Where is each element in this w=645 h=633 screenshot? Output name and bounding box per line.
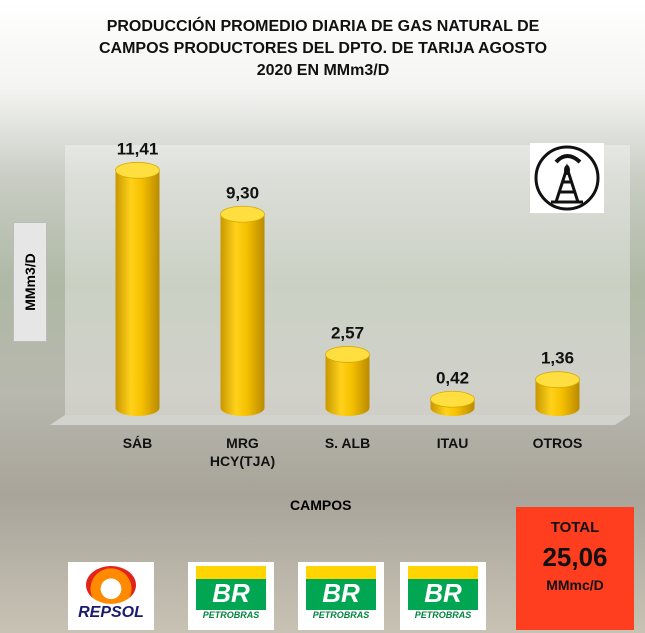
bar-cap — [115, 161, 160, 179]
total-label: TOTAL — [550, 519, 600, 536]
total-value: 25,06 — [542, 542, 608, 572]
logo-text: REPSOL — [78, 604, 144, 621]
bar-cap — [220, 205, 265, 223]
logo-mark: BR — [408, 566, 478, 610]
bar — [430, 390, 475, 416]
x-axis-label: CAMPOS — [290, 497, 352, 513]
x-tick-label: ITAU — [436, 435, 469, 451]
logo-text: PETROBRAS — [202, 610, 260, 620]
bar-body — [220, 214, 265, 416]
bar-body — [535, 379, 580, 416]
petrobras-logo: BR PETROBRAS — [298, 562, 384, 630]
x-tick-label: S. ALB — [324, 435, 371, 451]
value-label: 2,57 — [331, 323, 364, 342]
bar-body — [325, 354, 370, 416]
bar-cap — [325, 346, 370, 363]
bar-cap — [535, 371, 580, 389]
bar-body — [115, 170, 160, 416]
logo-mark: BR — [196, 566, 266, 610]
bar — [325, 346, 370, 416]
petrobras-logo: BR PETROBRAS — [400, 562, 486, 630]
y-axis-label: MMm3/D — [22, 253, 38, 311]
bar-cap — [430, 390, 475, 408]
logo-text: PETROBRAS — [414, 610, 472, 620]
bar — [535, 371, 580, 416]
bar — [115, 161, 160, 416]
value-label: 9,30 — [226, 183, 259, 202]
x-tick-label: SÁB — [122, 435, 153, 451]
y-axis-box: MMm3/D — [13, 222, 47, 342]
repsol-logo: REPSOL — [68, 562, 154, 630]
total-box: TOTAL 25,06 MMmc/D — [516, 507, 634, 630]
total-unit: MMmc/D — [546, 577, 604, 593]
value-label: 0,42 — [436, 368, 469, 387]
value-label: 1,36 — [541, 349, 574, 368]
bar — [220, 205, 265, 416]
x-tick-label: MRG HCY(TJA) — [209, 435, 276, 469]
petrobras-logo: BR PETROBRAS — [188, 562, 274, 630]
logo-mark: BR — [306, 566, 376, 610]
logo-text: PETROBRAS — [312, 610, 370, 620]
value-label: 11,41 — [117, 139, 159, 158]
floor — [50, 415, 630, 425]
chart-title: PRODUCCIÓN PROMEDIO DIARIA DE GAS NATURA… — [98, 18, 548, 79]
oil-icon — [530, 143, 604, 213]
x-tick-label: OTROS — [532, 435, 583, 451]
